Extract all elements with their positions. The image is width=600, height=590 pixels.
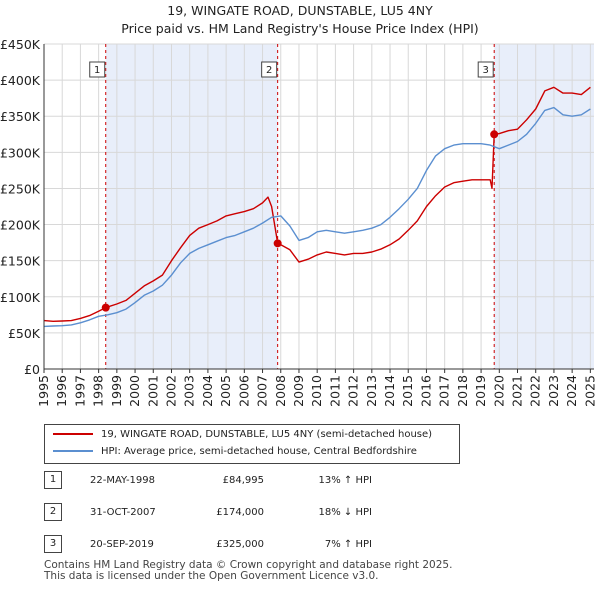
sale-number-badge: 3 — [44, 535, 62, 553]
legend-label-property: 19, WINGATE ROAD, DUNSTABLE, LU5 4NY (se… — [101, 429, 433, 440]
legend-label-hpi: HPI: Average price, semi-detached house,… — [101, 446, 417, 457]
sale-number-badge: 1 — [44, 471, 62, 489]
sale-date: 31-OCT-2007 — [90, 507, 156, 518]
sale-marker-label: 1 — [94, 65, 100, 76]
ownership-shade — [494, 44, 594, 369]
sale-marker-box — [477, 61, 494, 78]
x-tick-label: 1997 — [72, 375, 87, 407]
ownership-shade — [105, 44, 278, 369]
x-tick-label: 2005 — [218, 375, 233, 407]
y-tick-label: £350K — [0, 109, 41, 124]
x-tick-label: 2003 — [182, 375, 197, 407]
legend-item-property: 19, WINGATE ROAD, DUNSTABLE, LU5 4NY (se… — [53, 427, 432, 443]
sale-price: £84,995 — [222, 475, 264, 486]
x-tick-label: 2017 — [437, 375, 452, 407]
x-tick-label: 2023 — [546, 375, 561, 407]
x-tick-label: 2012 — [346, 375, 361, 407]
sale-row: 1 22-MAY-1998 £84,995 13% ↑ HPI — [44, 471, 464, 491]
y-tick-label: £150K — [0, 254, 41, 269]
x-tick-label: 2019 — [473, 375, 488, 407]
price-chart: 1 2 3 £0 £50K £100K £150K £200K £250K £300K £350K £… — [0, 37, 597, 407]
x-tick-label: 2016 — [418, 375, 433, 407]
x-tick-label: 2007 — [255, 375, 270, 407]
x-tick-label: 2001 — [145, 375, 160, 407]
y-tick-label: £0 — [24, 362, 40, 377]
x-tick-label: 2010 — [309, 375, 324, 407]
x-tick-label: 2011 — [327, 375, 342, 407]
x-tick-label: 1999 — [109, 375, 124, 407]
y-tick-label: £100K — [0, 290, 41, 305]
sale-point — [273, 239, 282, 248]
sale-number-badge: 2 — [44, 503, 62, 521]
sale-marker-box — [261, 61, 278, 78]
x-tick-label: 2022 — [528, 375, 543, 407]
hpi-line — [43, 106, 591, 328]
y-tick-label: £200K — [0, 218, 41, 233]
y-tick-label: £250K — [0, 181, 41, 196]
sale-hpi-diff: 13% ↑ HPI — [318, 475, 372, 486]
x-tick-label: 2008 — [273, 375, 288, 407]
x-tick-label: 2024 — [564, 375, 579, 407]
chart-title-line1: 19, WINGATE ROAD, DUNSTABLE, LU5 4NY — [167, 3, 433, 18]
sale-hpi-diff: 7% ↑ HPI — [324, 539, 372, 550]
chart-legend: 19, WINGATE ROAD, DUNSTABLE, LU5 4NY (se… — [44, 424, 460, 464]
sale-hpi-diff: 18% ↓ HPI — [318, 507, 372, 518]
x-tick-label: 2009 — [291, 375, 306, 407]
x-tick-label: 1998 — [91, 375, 106, 407]
x-tick-label: 2004 — [200, 375, 215, 407]
y-tick-label: £300K — [0, 145, 41, 160]
x-tick-label: 1995 — [36, 375, 51, 407]
y-tick-label: £50K — [8, 326, 41, 341]
x-tick-label: 2025 — [582, 375, 597, 407]
x-tick-label: 2000 — [127, 375, 142, 407]
x-tick-label: 2020 — [491, 375, 506, 407]
sale-row: 2 31-OCT-2007 £174,000 18% ↓ HPI — [44, 503, 464, 523]
x-tick-label: 2018 — [455, 375, 470, 407]
sale-marker-label: 2 — [266, 65, 272, 76]
legend-swatch-property — [53, 433, 93, 435]
x-tick-label: 2002 — [163, 375, 178, 407]
sale-marker-label: 3 — [483, 65, 489, 76]
legend-item-hpi: HPI: Average price, semi-detached house,… — [53, 444, 417, 460]
x-tick-label: 2021 — [510, 375, 525, 407]
sale-price: £325,000 — [216, 539, 264, 550]
legend-swatch-hpi — [53, 450, 93, 452]
y-tick-label: £450K — [0, 37, 41, 52]
x-tick-label: 2014 — [382, 375, 397, 407]
sale-point — [490, 130, 499, 139]
x-tick-label: 2015 — [400, 375, 415, 407]
chart-title: 19, WINGATE ROAD, DUNSTABLE, LU5 4NY Pri… — [0, 2, 600, 38]
sale-marker-box — [89, 61, 106, 78]
sale-point — [101, 303, 110, 312]
copyright-footer: Contains HM Land Registry data © Crown c… — [44, 559, 453, 582]
sale-price: £174,000 — [216, 507, 264, 518]
y-tick-label: £400K — [0, 73, 41, 88]
x-tick-label: 1996 — [54, 375, 69, 407]
sale-row: 3 20-SEP-2019 £325,000 7% ↑ HPI — [44, 535, 464, 555]
sale-date: 20-SEP-2019 — [90, 539, 154, 550]
chart-title-line2: Price paid vs. HM Land Registry's House … — [121, 21, 479, 36]
sale-date: 22-MAY-1998 — [90, 475, 156, 486]
x-tick-label: 2013 — [364, 375, 379, 407]
x-tick-label: 2006 — [236, 375, 251, 407]
